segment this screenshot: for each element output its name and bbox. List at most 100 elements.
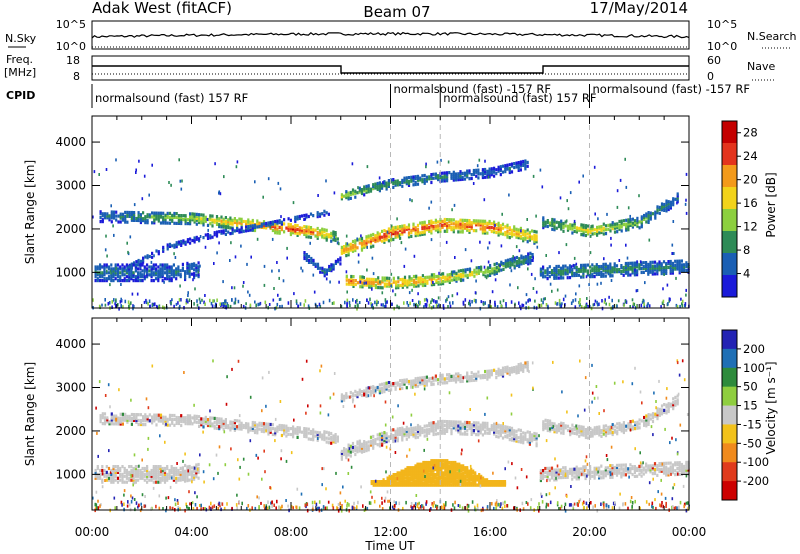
range-cell [119, 220, 122, 224]
range-cell [613, 264, 616, 268]
noise-speck [644, 281, 646, 285]
range-cell [142, 415, 145, 419]
range-cell [529, 259, 532, 263]
range-cell [405, 427, 408, 431]
range-cell [423, 379, 426, 383]
range-cell [676, 267, 679, 271]
range-cell [629, 267, 632, 271]
range-cell [103, 214, 107, 218]
range-cell [222, 221, 225, 225]
range-cell [347, 243, 350, 247]
range-cell [437, 378, 440, 382]
range-cell [481, 427, 484, 431]
range-cell [488, 371, 491, 375]
range-cell [135, 418, 138, 423]
range-cell [396, 437, 399, 441]
range-cell [390, 428, 393, 432]
range-cell [267, 430, 270, 434]
range-cell [520, 254, 523, 258]
range-cell [546, 267, 549, 271]
range-cell [332, 230, 335, 234]
range-cell [591, 430, 594, 434]
noise-speck [648, 304, 651, 308]
range-cell [489, 273, 492, 277]
range-cell [493, 272, 496, 276]
range-cell [130, 418, 133, 422]
noise-speck [639, 260, 642, 264]
range-cell [325, 234, 328, 238]
range-cell [168, 423, 172, 427]
near-range-cell [406, 301, 408, 305]
range-cell [405, 176, 408, 180]
range-cell [148, 470, 151, 474]
range-cell [188, 271, 191, 275]
range-cell [598, 227, 601, 231]
range-cell [151, 417, 154, 421]
range-cell [278, 225, 281, 229]
range-cell [403, 428, 406, 432]
range-cell [423, 224, 426, 228]
noise-speck [295, 301, 298, 305]
range-cell [406, 281, 409, 285]
range-cell [528, 440, 531, 444]
range-cell [200, 217, 203, 221]
range-cell [401, 378, 404, 383]
range-cell [569, 227, 572, 231]
range-cell [378, 185, 381, 189]
range-cell [189, 220, 192, 224]
range-cell [667, 202, 670, 206]
range-cell [144, 215, 147, 219]
range-cell [497, 167, 500, 171]
range-cell [468, 267, 472, 271]
range-cell [629, 420, 632, 424]
range-cell [121, 279, 124, 283]
range-cell [676, 263, 679, 267]
range-cell [141, 279, 144, 283]
noise-speck [204, 294, 206, 297]
range-cell [94, 275, 97, 279]
range-cell [473, 274, 476, 278]
range-cell [381, 435, 384, 439]
range-cell [606, 264, 610, 268]
range-cell [157, 480, 160, 484]
range-cell [428, 423, 431, 428]
range-cell [489, 269, 492, 274]
range-cell [360, 248, 364, 252]
range-cell [96, 279, 99, 283]
range-cell [218, 421, 221, 425]
range-cell [542, 420, 545, 424]
range-cell [593, 271, 596, 275]
range-cell [383, 180, 386, 184]
range-cell [678, 263, 681, 267]
range-cell [305, 213, 308, 217]
noise-speck [263, 264, 266, 268]
range-cell [519, 236, 522, 240]
range-cell [463, 375, 467, 379]
range-cell [125, 470, 128, 474]
noise-speck [371, 287, 373, 291]
range-cell [419, 282, 422, 286]
range-cell [676, 400, 679, 404]
range-cell [419, 278, 422, 282]
noise-speck [105, 168, 108, 171]
range-cell [497, 221, 500, 225]
range-cell [488, 373, 491, 377]
range-cell [110, 267, 113, 271]
range-cell [189, 422, 192, 426]
near-range-cell [156, 305, 159, 310]
range-cell [370, 285, 373, 289]
range-cell [233, 422, 236, 427]
range-cell [334, 436, 337, 441]
range-cell [385, 230, 388, 234]
near-range-cell [219, 302, 221, 306]
range-cell [497, 371, 500, 375]
range-cell [274, 427, 277, 431]
range-cell [647, 214, 650, 219]
range-cell [340, 249, 343, 253]
range-cell [622, 429, 625, 433]
range-cell [276, 229, 279, 233]
noise-speck [267, 177, 270, 181]
range-cell [343, 247, 346, 251]
range-cell [390, 432, 393, 436]
range-cell [99, 275, 102, 279]
